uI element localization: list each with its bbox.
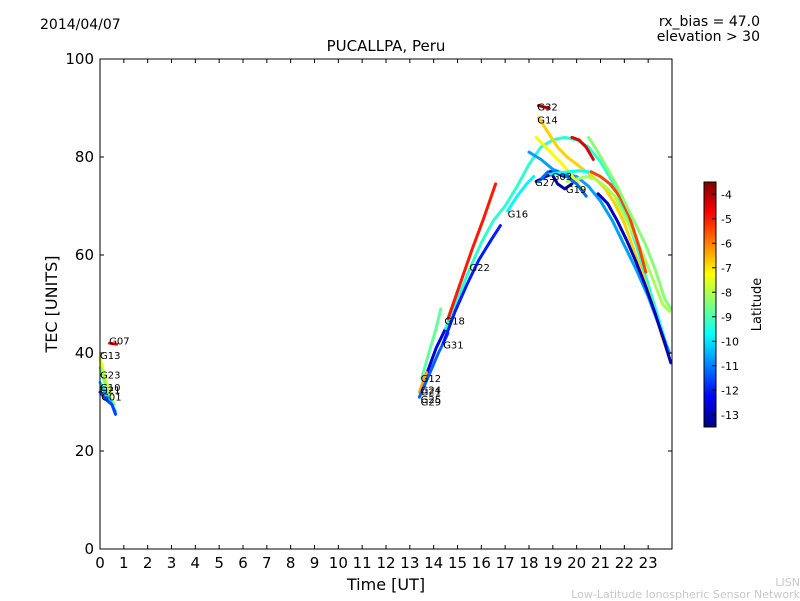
tec-track-g22 xyxy=(446,182,498,321)
satellite-label: G24 xyxy=(421,385,441,396)
satellite-label: G21 xyxy=(421,388,441,399)
y-tick-label: 60 xyxy=(75,246,94,264)
elevation-label: elevation > 30 xyxy=(656,29,760,45)
tec-track-g21 xyxy=(417,371,428,394)
x-tick-label: 9 xyxy=(310,554,320,572)
tec-track-g31 xyxy=(441,224,502,345)
x-tick-label: 13 xyxy=(400,554,419,572)
satellite-label: G25 xyxy=(421,395,441,406)
credit-lisn: LISN xyxy=(775,576,800,589)
satellite-label: G12 xyxy=(421,374,441,385)
satellite-label: G16 xyxy=(508,209,528,220)
x-tick-label: 20 xyxy=(567,554,586,572)
y-axis-label: TEC [UNITS] xyxy=(42,256,61,354)
tec-track-24 xyxy=(549,170,574,191)
tec-track-g32 xyxy=(537,104,550,110)
tec-track-g12 xyxy=(420,307,443,379)
x-tick-label: 18 xyxy=(519,554,538,572)
x-tick-label: 1 xyxy=(119,554,129,572)
colorbar-tick-label: -11 xyxy=(721,360,739,373)
x-tick-label: 12 xyxy=(376,554,395,572)
satellite-label: G10 xyxy=(100,383,120,394)
tec-track-22 xyxy=(587,135,673,311)
colorbar-tick-label: -9 xyxy=(721,311,732,324)
x-tick-label: 11 xyxy=(353,554,372,572)
satellite-label: G22 xyxy=(469,263,489,274)
x-tick-label: 7 xyxy=(262,554,272,572)
x-tick-label: 23 xyxy=(639,554,658,572)
plot-area: G07G13G23G10G21G01G12G24G21G25G29G18G31G… xyxy=(98,59,673,549)
satellite-label: G19 xyxy=(566,185,586,196)
tec-track-20 xyxy=(570,135,595,161)
x-tick-label: 8 xyxy=(286,554,296,572)
satellite-label: G29 xyxy=(421,398,441,409)
tec-track-g07 xyxy=(108,341,119,346)
colorbar-tick-label: -8 xyxy=(721,286,732,299)
x-tick-label: 16 xyxy=(472,554,491,572)
x-tick-label: 5 xyxy=(214,554,224,572)
tec-track-g01 xyxy=(98,390,117,416)
y-tick-label: 0 xyxy=(84,540,94,558)
x-tick-label: 10 xyxy=(329,554,348,572)
tec-track-g13 xyxy=(98,356,114,397)
satellite-label: G32 xyxy=(537,103,557,114)
y-tick-label: 80 xyxy=(75,148,94,166)
rx-bias-label: rx_bias = 47.0 xyxy=(658,14,760,30)
x-tick-label: 2 xyxy=(143,554,153,572)
tec-track-23 xyxy=(537,170,588,198)
satellite-label: G18 xyxy=(444,317,464,328)
chart-title: PUCALLPA, Peru xyxy=(326,37,446,55)
satellite-label: G03 xyxy=(552,172,572,183)
x-tick-label: 22 xyxy=(615,554,634,572)
satellite-label: G31 xyxy=(443,341,463,352)
axes: 0 1 2 3 4 5 6 7 8 9 10 11 12 13 14 15 16 17 18 19 20 21 22 2302… xyxy=(42,50,673,594)
x-tick-label: 19 xyxy=(543,554,562,572)
tec-track-18 xyxy=(596,192,673,365)
y-tick-label: 40 xyxy=(75,344,94,362)
x-tick-label: 15 xyxy=(448,554,467,572)
colorbar-label: Latitude xyxy=(750,278,765,332)
x-axis-label: Time [UT] xyxy=(346,575,425,594)
colorbar-tick-label: -13 xyxy=(721,409,739,422)
satellite-label: G21 xyxy=(100,385,120,396)
colorbar-tick-label: -7 xyxy=(721,262,732,275)
plot-background xyxy=(100,59,672,549)
satellite-label: G14 xyxy=(537,115,557,126)
colorbar-tick-label: -5 xyxy=(721,213,732,226)
satellite-label: G23 xyxy=(100,371,120,382)
tec-track-19 xyxy=(589,170,648,274)
y-tick-label: 100 xyxy=(65,50,94,68)
x-tick-label: 4 xyxy=(191,554,201,572)
satellite-label: G13 xyxy=(100,351,120,362)
tec-track-g23 xyxy=(98,366,116,406)
tec-track-21 xyxy=(534,135,586,193)
tec-track-25 xyxy=(549,169,591,176)
colorbar: -13 -12 -11 -10 -9 -8 -7 -6 -5 -4 Latitude xyxy=(703,181,765,428)
tec-track-g19 xyxy=(565,175,672,313)
date-label: 2014/04/07 xyxy=(40,17,121,33)
x-tick-label: 17 xyxy=(496,554,515,572)
colorbar-tick-label: -6 xyxy=(721,237,732,250)
tec-track-g16 xyxy=(506,175,536,213)
satellite-label: G07 xyxy=(109,336,129,347)
colorbar-tick-label: -10 xyxy=(721,335,739,348)
satellite-label: G01 xyxy=(101,393,121,404)
y-tick-label: 20 xyxy=(75,442,94,460)
colorbar-tick-label: -4 xyxy=(721,188,732,201)
x-tick-label: 0 xyxy=(95,554,105,572)
credit-network: Low-Latitude Ionospheric Sensor Network xyxy=(571,588,800,601)
colorbar-tick-label: -12 xyxy=(721,384,739,397)
x-tick-label: 3 xyxy=(167,554,177,572)
x-tick-label: 14 xyxy=(424,554,443,572)
satellite-label: G27 xyxy=(535,178,555,189)
x-tick-label: 6 xyxy=(238,554,248,572)
x-tick-label: 21 xyxy=(591,554,610,572)
